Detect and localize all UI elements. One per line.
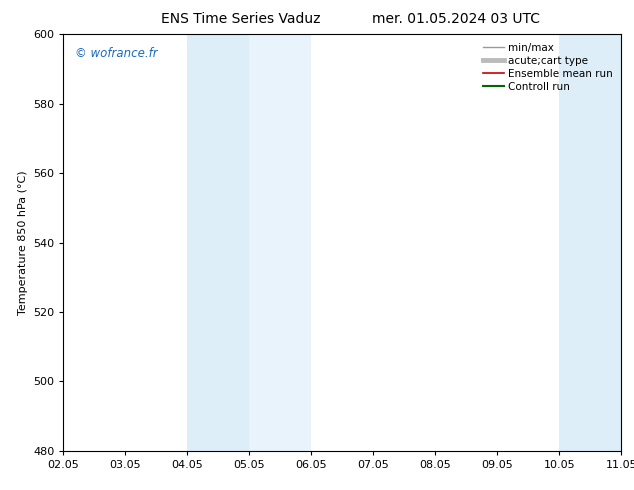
Bar — [188, 34, 249, 451]
Text: mer. 01.05.2024 03 UTC: mer. 01.05.2024 03 UTC — [373, 12, 540, 26]
Text: ENS Time Series Vaduz: ENS Time Series Vaduz — [161, 12, 321, 26]
Bar — [559, 34, 621, 451]
Y-axis label: Temperature 850 hPa (°C): Temperature 850 hPa (°C) — [18, 170, 27, 315]
Legend: min/max, acute;cart type, Ensemble mean run, Controll run: min/max, acute;cart type, Ensemble mean … — [480, 40, 616, 95]
Bar — [249, 34, 311, 451]
Text: © wofrance.fr: © wofrance.fr — [75, 47, 157, 60]
